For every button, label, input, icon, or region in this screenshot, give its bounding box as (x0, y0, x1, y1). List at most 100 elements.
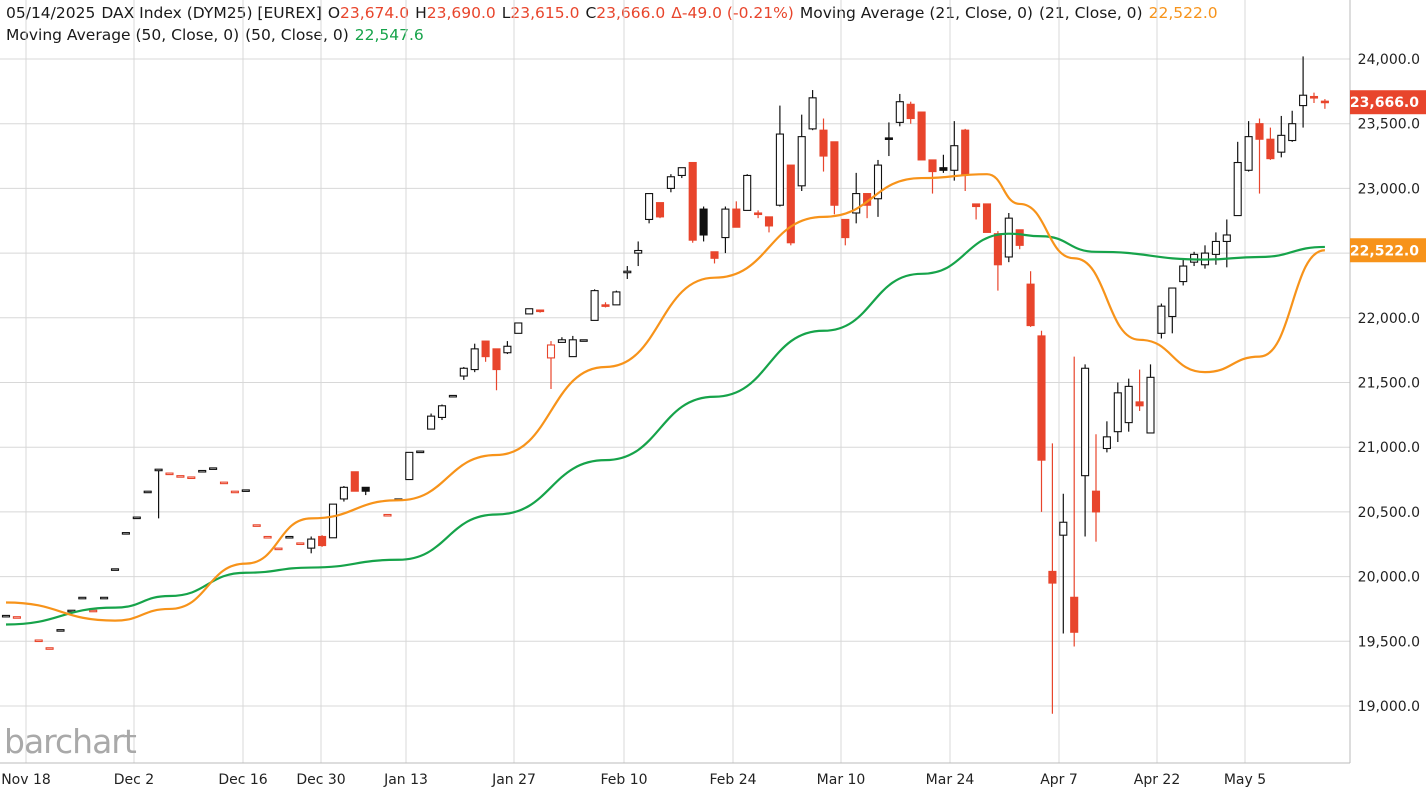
candle (1037, 330, 1046, 512)
header-close: C23,666.0 (585, 4, 666, 22)
candle-body (307, 538, 316, 549)
candle (688, 161, 697, 243)
candle-body (296, 542, 305, 546)
candle-body (481, 340, 490, 358)
x-tick-label: May 5 (1224, 772, 1266, 788)
candle-body (743, 174, 752, 211)
candle-body (557, 339, 566, 343)
candle (1277, 115, 1286, 158)
candle (732, 201, 741, 228)
candle (198, 469, 207, 473)
candle-body (328, 503, 338, 539)
candle-body (1277, 134, 1286, 153)
candle (634, 241, 643, 267)
candle-body (1233, 161, 1242, 217)
y-tick-label: 24,000.0 (1358, 52, 1420, 68)
candle-body (339, 486, 348, 500)
candle (448, 394, 457, 398)
candle-body (1320, 100, 1329, 104)
candle-body (241, 489, 250, 492)
candle-body (546, 344, 556, 359)
candle-body (503, 345, 512, 354)
candle-body (677, 167, 686, 177)
x-axis: Nov 18 Dec 2 Dec 16 Dec 30 Jan 13 Jan 27 Feb 1… (1, 772, 1266, 788)
y-tick-label: 19,000.0 (1358, 699, 1420, 715)
candle (579, 339, 588, 342)
candle (307, 536, 316, 554)
candle-body (1113, 392, 1122, 433)
candle (176, 475, 185, 478)
ma21-value: 22,522.0 (1148, 4, 1218, 22)
candle-body (1102, 436, 1111, 450)
candle-body (1004, 217, 1013, 258)
candle-body (786, 164, 795, 244)
grid (0, 0, 1351, 764)
candle (110, 568, 120, 571)
y-tick-label: 19,500.0 (1358, 634, 1420, 650)
ma50-line (5, 232, 1325, 626)
candle (1233, 141, 1242, 217)
candle-body (285, 535, 294, 539)
candle (481, 340, 490, 362)
candle-body (754, 212, 763, 216)
candle (754, 210, 763, 219)
candle (1081, 364, 1090, 537)
x-tick-label: Jan 27 (491, 772, 536, 788)
x-tick-label: Apr 7 (1040, 772, 1078, 788)
candle-body (121, 532, 130, 535)
candle-body (56, 629, 65, 632)
candle (1244, 121, 1253, 172)
candle-body (132, 516, 141, 520)
candle (1059, 493, 1068, 634)
candle-body (198, 469, 207, 473)
candle (230, 490, 239, 494)
candle (852, 172, 861, 224)
candle-body (699, 208, 708, 236)
candle (645, 193, 654, 224)
candle (1288, 110, 1297, 142)
candle (1113, 382, 1122, 443)
candle-body (1244, 136, 1253, 171)
candle (863, 193, 872, 219)
candle (1070, 356, 1079, 647)
candle-body (1048, 570, 1057, 584)
y-tick-label: 20,000.0 (1358, 570, 1420, 586)
ma50-label[interactable]: Moving Average (50, Close, 0) (6, 26, 240, 44)
candle (252, 524, 261, 527)
candle (274, 547, 283, 551)
candle (1222, 219, 1231, 268)
candle-body (710, 251, 719, 259)
candle (721, 206, 730, 254)
candle (1091, 434, 1101, 542)
candle-body (45, 647, 54, 650)
candle-body (1091, 490, 1101, 513)
candle-body (361, 486, 370, 492)
candle (1266, 127, 1275, 160)
candle-body (110, 568, 120, 571)
candle-body (1168, 287, 1177, 318)
candle-body (950, 145, 959, 171)
candle (328, 503, 338, 539)
candle (427, 413, 436, 430)
candle (939, 154, 948, 173)
candle (1157, 303, 1166, 339)
candle (961, 128, 970, 191)
candle-body (688, 161, 697, 241)
candle (1320, 99, 1329, 109)
candle (1048, 443, 1057, 714)
candle-body (982, 203, 992, 233)
candle-body (1299, 94, 1308, 107)
header-line-2: Moving Average (50, Close, 0) (50, Close,… (6, 26, 430, 44)
x-tick-label: Apr 22 (1134, 772, 1180, 788)
barchart-logo: barchart (4, 722, 137, 761)
ma21-label[interactable]: Moving Average (21, Close, 0) (799, 4, 1033, 22)
candle-body (470, 348, 479, 371)
candle-body (1015, 229, 1024, 246)
last-price-badge (1350, 90, 1426, 115)
candle-body (1124, 385, 1133, 424)
ma21-badge-text: 22,522.0 (1350, 243, 1419, 259)
candle-body (841, 218, 850, 239)
candle-body (1070, 596, 1079, 633)
candle-body (252, 524, 261, 527)
